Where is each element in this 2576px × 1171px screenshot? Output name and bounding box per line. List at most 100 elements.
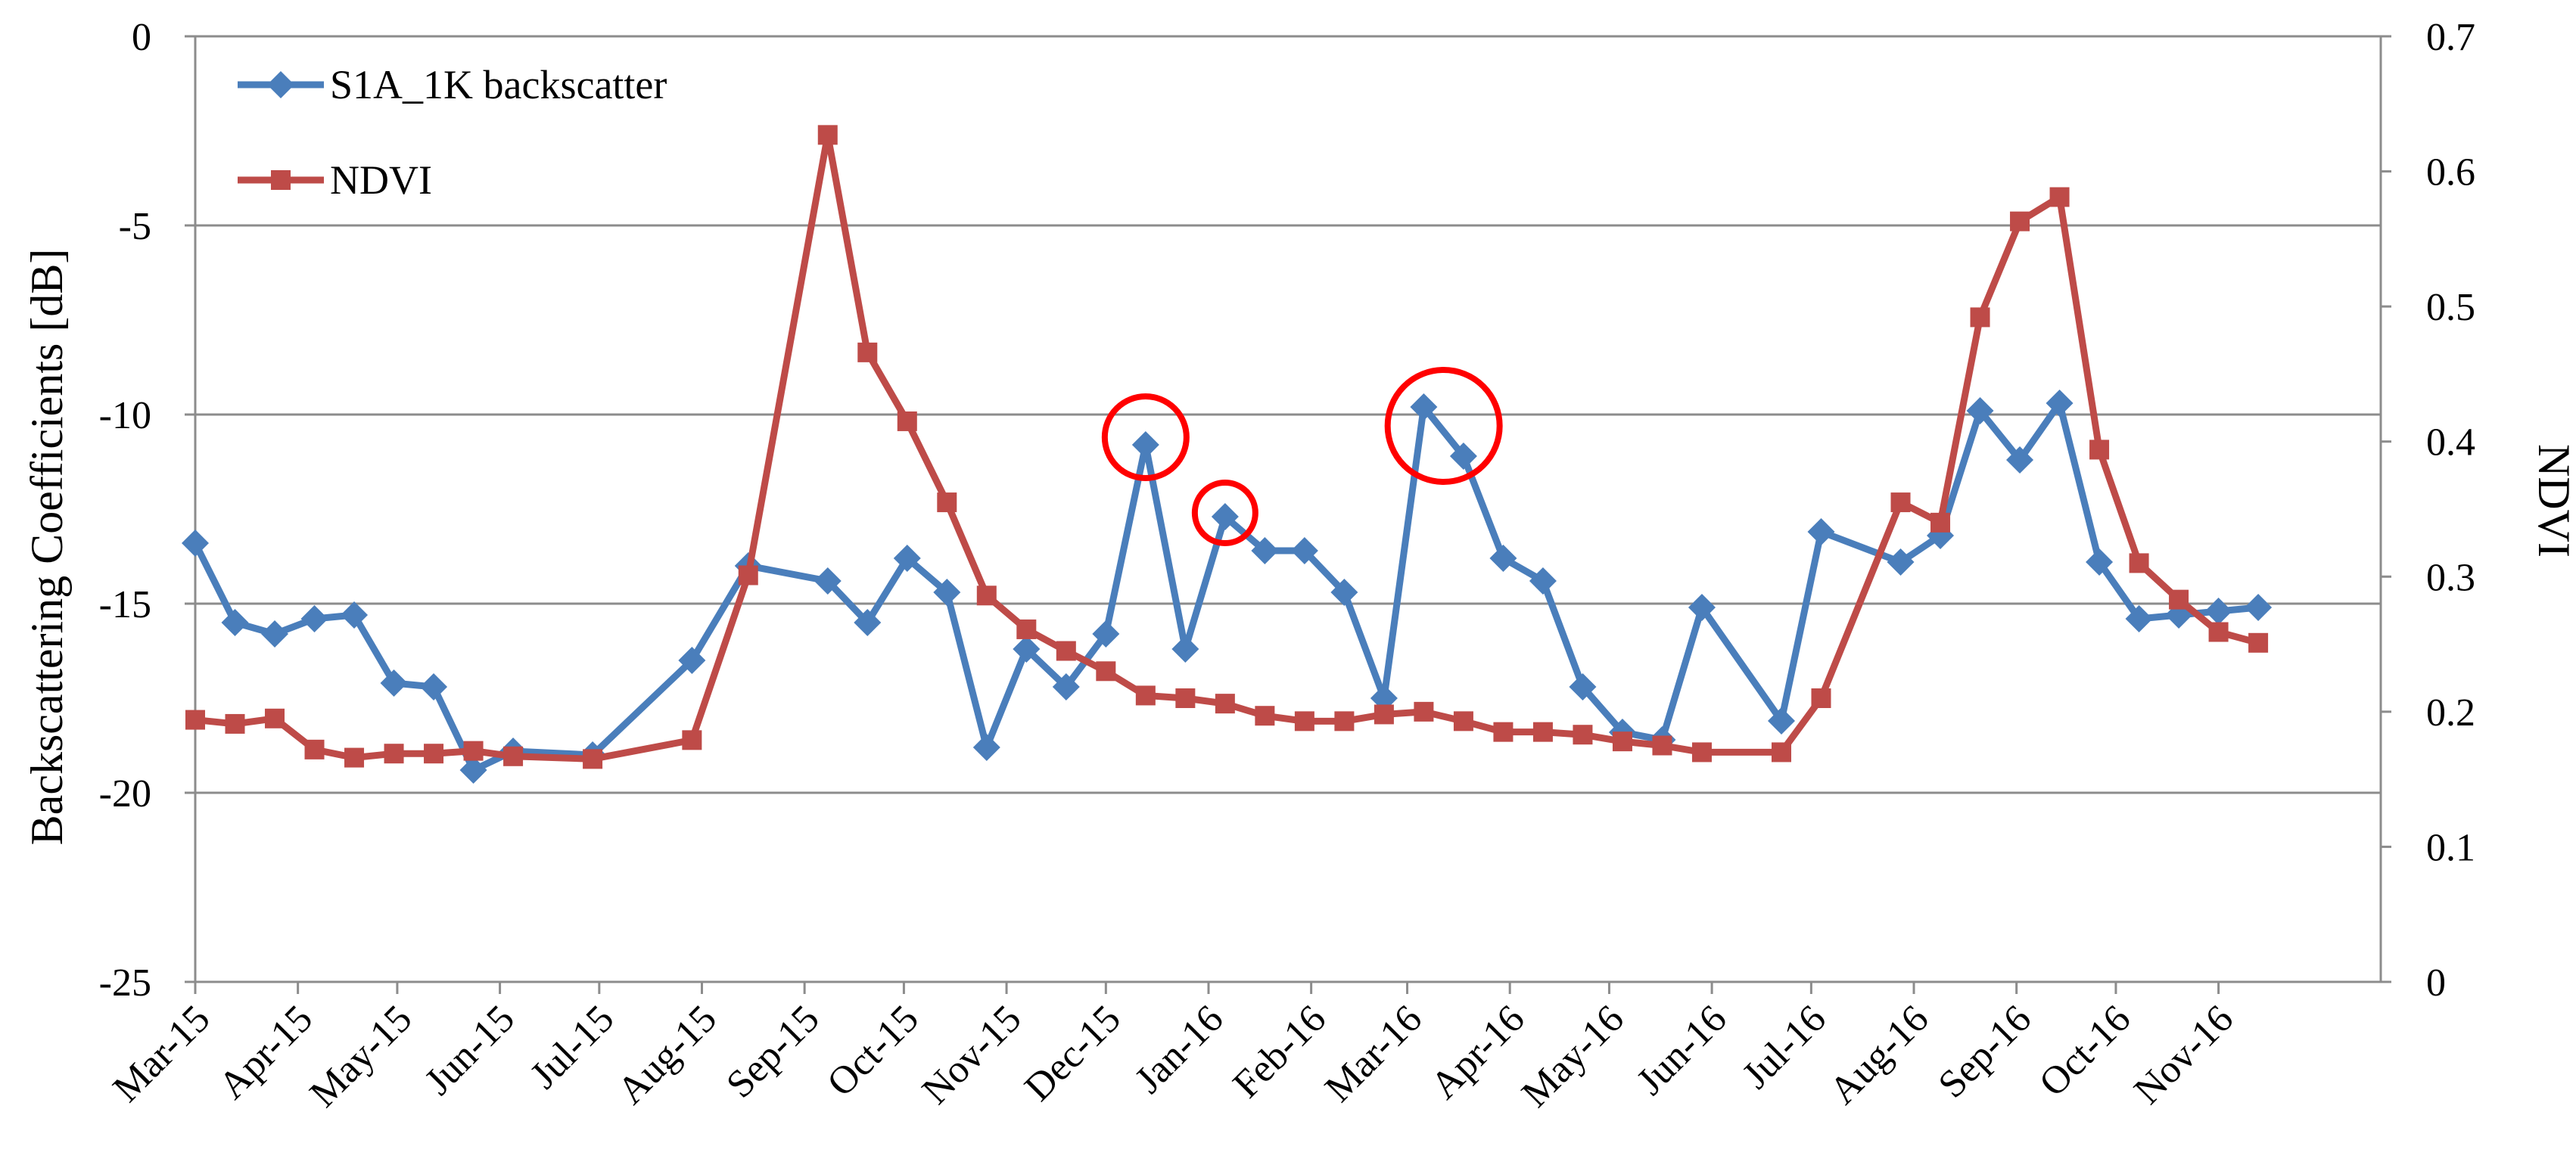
- data-point-square: [344, 747, 365, 768]
- data-point-diamond: [1966, 397, 1994, 424]
- data-point-square: [185, 710, 205, 730]
- x-tick-label: Mar-16: [1317, 997, 1430, 1110]
- data-point-square: [682, 730, 702, 750]
- data-point-square: [424, 744, 444, 764]
- x-tick-label: Jun-16: [1629, 997, 1734, 1103]
- data-point-square: [897, 411, 917, 431]
- data-point-square: [1691, 742, 1712, 763]
- data-point-diamond: [2125, 605, 2153, 632]
- data-point-diamond: [933, 579, 961, 606]
- y-axis-ticks: 0 -5 -10 -15 -20 -25: [99, 16, 195, 1005]
- legend: S1A_1K backscatter NDVI: [238, 62, 667, 203]
- data-point-diamond: [182, 530, 209, 557]
- x-tick-label: Nov-15: [914, 997, 1030, 1113]
- data-point-diamond: [1290, 537, 1318, 564]
- x-tick-label: Jul-16: [1734, 997, 1834, 1097]
- data-point-diamond: [893, 545, 921, 572]
- data-point-diamond: [1449, 443, 1477, 470]
- x-tick-label: Feb-16: [1225, 997, 1334, 1106]
- data-point-square: [937, 492, 957, 513]
- data-point-square: [463, 741, 484, 761]
- x-tick-label: Jul-15: [522, 997, 622, 1097]
- y2-tick-label: 0: [2426, 961, 2446, 1005]
- data-point-diamond: [1807, 518, 1835, 545]
- data-point-square: [1573, 725, 1593, 745]
- x-tick-label: Jan-16: [1127, 997, 1231, 1101]
- data-point-square: [2129, 553, 2149, 573]
- y-axis-title: Backscattering Coefficients [dB]: [22, 249, 72, 846]
- y2-tick-label: 0.2: [2426, 691, 2475, 735]
- data-point-square: [2089, 440, 2110, 460]
- data-point-diamond: [1410, 393, 1438, 421]
- highlight-circle: [1384, 367, 1503, 485]
- highlight-circle: [1191, 480, 1258, 546]
- data-point-diamond: [1013, 635, 1041, 663]
- y2-tick-label: 0.3: [2426, 556, 2475, 599]
- data-point-diamond: [1330, 579, 1358, 606]
- data-point-diamond: [2086, 548, 2114, 576]
- data-point-square: [384, 744, 404, 764]
- x-tick-label: Sep-15: [718, 997, 827, 1106]
- y-tick-label: -25: [99, 961, 151, 1005]
- data-point-square: [857, 342, 878, 362]
- data-point-square: [1771, 742, 1791, 763]
- x-tick-label: Nov-16: [2126, 997, 2242, 1113]
- series-line: [194, 131, 2260, 763]
- data-point-square: [1493, 722, 1514, 742]
- y2-tick-label: 0.7: [2426, 16, 2475, 59]
- data-point-diamond: [2006, 446, 2034, 474]
- y-tick-label: 0: [132, 16, 151, 59]
- data-point-square: [1970, 307, 1990, 328]
- data-point-square: [1612, 731, 1632, 752]
- y2-axis-title: NDVI: [2529, 444, 2576, 558]
- data-point-diamond: [1569, 673, 1597, 700]
- x-tick-label: Mar-15: [105, 997, 219, 1110]
- data-point-square: [2010, 211, 2030, 231]
- highlight-circle: [1101, 393, 1190, 481]
- data-point-diamond: [341, 601, 369, 629]
- data-point-square: [2169, 589, 2189, 610]
- data-point-diamond: [1092, 620, 1120, 648]
- data-point-diamond: [972, 734, 1000, 761]
- data-point-square: [1255, 706, 1275, 726]
- data-point-square: [1016, 619, 1037, 639]
- data-point-diamond: [380, 669, 408, 697]
- x-tick-label: Dec-15: [1016, 997, 1129, 1110]
- data-point-square: [1811, 688, 1831, 708]
- x-tick-label: Oct-16: [2031, 997, 2139, 1104]
- y-tick-label: -15: [99, 583, 151, 626]
- data-point-diamond: [261, 620, 289, 648]
- y2-axis-ticks: 0 0.1 0.2 0.3 0.4 0.5 0.6 0.7: [2381, 16, 2475, 1005]
- axes: [194, 36, 2382, 983]
- x-tick-label: Apr-16: [1423, 997, 1533, 1107]
- data-point-square: [1652, 735, 1672, 756]
- data-point-diamond: [1251, 537, 1279, 564]
- data-point-diamond: [221, 609, 249, 636]
- data-point-diamond: [459, 756, 487, 784]
- data-point-square: [2208, 622, 2229, 642]
- data-point-diamond: [1767, 707, 1795, 735]
- data-point-diamond: [420, 673, 448, 700]
- data-point-square: [738, 565, 758, 586]
- data-point-square: [2049, 187, 2070, 207]
- series-line: [191, 399, 2259, 774]
- y-tick-label: -20: [99, 772, 151, 815]
- series-layer: [182, 125, 2273, 784]
- data-point-diamond: [1489, 545, 1517, 572]
- data-point-diamond: [300, 605, 328, 632]
- data-point-diamond: [2204, 598, 2232, 625]
- data-point-diamond: [1529, 567, 1557, 595]
- data-point-diamond: [1131, 431, 1159, 458]
- data-point-square: [1056, 641, 1076, 661]
- y-tick-label: -10: [99, 394, 151, 437]
- x-tick-label: Aug-15: [609, 997, 725, 1113]
- x-tick-label: Jun-15: [417, 997, 523, 1103]
- data-point-square: [1890, 492, 1911, 513]
- data-point-square: [1215, 694, 1235, 714]
- legend-marker-square: [271, 170, 291, 190]
- data-point-square: [304, 739, 325, 759]
- x-tick-label: Aug-16: [1822, 997, 1937, 1113]
- data-point-square: [976, 586, 997, 606]
- data-point-square: [1096, 661, 1116, 682]
